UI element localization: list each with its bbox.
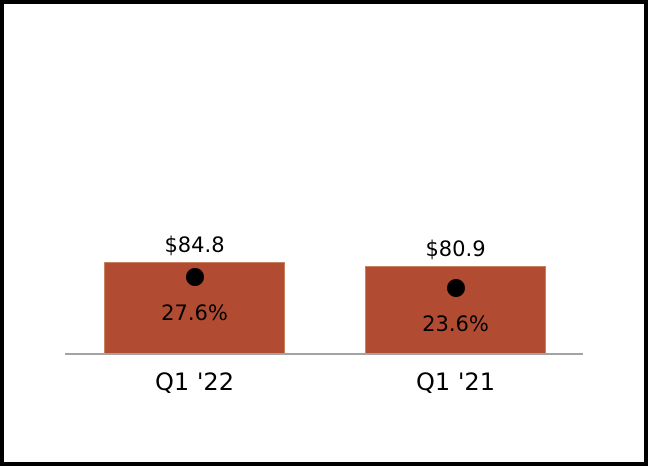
percent-marker-dot bbox=[185, 267, 204, 286]
percent-label: 23.6% bbox=[422, 312, 489, 337]
percent-label: 27.6% bbox=[161, 300, 228, 325]
bar-value-label: $80.9 bbox=[425, 237, 486, 261]
bar-q1-22: 27.6% bbox=[104, 262, 285, 354]
plot-area: $84.8 27.6% Q1 '22 $80.9 23.6% Q1 '21 bbox=[4, 4, 644, 462]
bar-group-q1-22: $84.8 27.6% Q1 '22 bbox=[104, 4, 285, 462]
percent-marker-dot bbox=[446, 279, 465, 298]
bar-value-label: $84.8 bbox=[164, 233, 225, 257]
category-label-q1-22: Q1 '22 bbox=[155, 368, 234, 396]
bar-group-q1-21: $80.9 23.6% Q1 '21 bbox=[365, 4, 546, 462]
category-label-q1-21: Q1 '21 bbox=[416, 368, 495, 396]
bar-q1-21: 23.6% bbox=[365, 266, 546, 354]
x-axis-line bbox=[65, 353, 583, 355]
